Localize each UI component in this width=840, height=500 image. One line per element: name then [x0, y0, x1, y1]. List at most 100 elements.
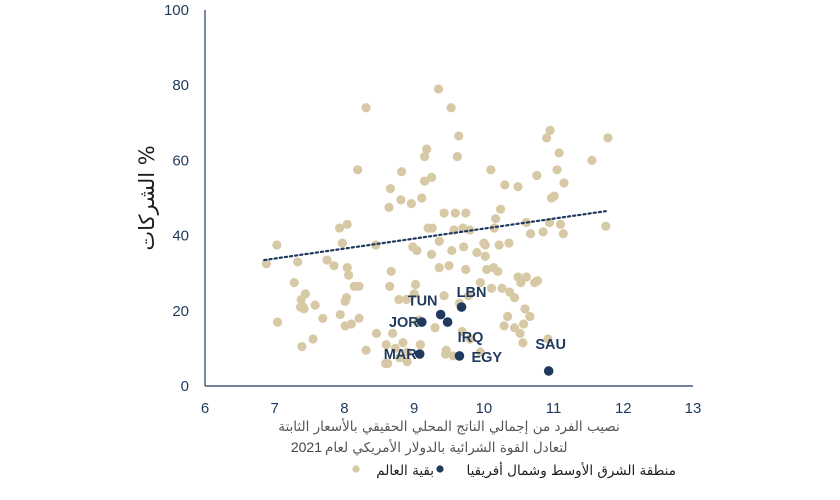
y-tick-label: 60	[172, 152, 189, 169]
rest-of-world-point	[538, 227, 548, 237]
rest-of-world-point	[441, 345, 451, 355]
rest-of-world-point	[415, 340, 426, 350]
rest-of-world-point	[475, 278, 485, 288]
rest-of-world-point	[344, 270, 354, 280]
rest-of-world-point	[381, 340, 391, 350]
rest-of-world-point	[308, 334, 318, 344]
rest-of-world-point	[386, 266, 396, 276]
mena-point-mar	[414, 349, 425, 359]
rest-of-world-point	[491, 214, 501, 224]
rest-of-world-point	[454, 131, 464, 141]
rest-of-world-point	[396, 195, 406, 205]
rest-of-world-point	[402, 356, 412, 367]
legend-label-rest: بقية العالم	[376, 463, 434, 479]
mena-label-lbn: LBN	[457, 285, 487, 301]
rest-of-world-point	[335, 309, 345, 320]
rest-of-world-point	[554, 148, 564, 158]
mena-point-irq	[442, 317, 453, 327]
rest-of-world-point	[406, 199, 416, 209]
mena-point-egy	[454, 351, 465, 361]
mena-label-sau: SAU	[535, 337, 566, 353]
rest-of-world-point	[385, 281, 395, 291]
rest-of-world-point	[525, 229, 536, 239]
x-axis-label-line2-text: لتعادل القوة الشرائية بالدولار الأمريكي …	[325, 439, 568, 456]
rest-of-world-point	[422, 144, 432, 154]
rest-of-world-point	[494, 240, 504, 250]
rest-of-world-point	[434, 236, 444, 246]
rest-of-world-point	[518, 319, 529, 329]
rest-of-world-point	[447, 246, 457, 256]
rest-of-world-point	[417, 193, 427, 203]
rest-of-world-point	[472, 247, 482, 258]
rest-of-world-point	[401, 294, 412, 305]
x-tick-label: 6	[201, 400, 209, 417]
rest-of-world-point	[394, 294, 404, 305]
rest-of-world-point	[272, 240, 282, 250]
rest-of-world-point	[486, 165, 496, 175]
rest-of-world-point	[549, 191, 559, 201]
rest-of-world-point	[459, 242, 469, 252]
rest-of-world-point	[272, 317, 283, 327]
rest-of-world-point	[457, 326, 467, 337]
x-tick-labels: 6 7 8 9 10 11 12 13	[201, 400, 702, 417]
rest-of-world-point	[353, 165, 363, 175]
rest-of-world-point	[532, 276, 543, 286]
rest-of-world-point	[346, 319, 356, 329]
rest-of-world-point	[509, 323, 520, 333]
rest-of-world-point	[504, 238, 514, 248]
mena-point-labels: TUN LBN JOR IRQ MAR EGY SAU	[384, 285, 566, 366]
mena-point-tun	[435, 309, 446, 320]
mena-point-sau	[543, 366, 554, 376]
rest-of-world-point	[396, 167, 407, 177]
rest-of-world-point	[385, 184, 396, 194]
rest-of-world-point	[486, 283, 497, 293]
rest-of-world-point	[434, 262, 444, 273]
y-axis-label: % الشركات	[135, 145, 159, 250]
rest-of-world-point	[463, 291, 474, 301]
rest-of-world-point	[342, 219, 352, 229]
rest-of-world-point	[450, 208, 460, 218]
rest-of-world-point	[398, 338, 408, 348]
rest-of-world-point	[558, 229, 568, 239]
rest-of-world-point	[520, 304, 530, 314]
rest-of-world-point	[439, 291, 449, 301]
rest-of-world-point	[383, 358, 393, 369]
mena-point-lbn	[456, 302, 467, 312]
rest-of-world-point	[426, 249, 437, 259]
legend-marker-rest	[352, 465, 360, 473]
mena-label-jor: JOR	[389, 315, 419, 331]
x-axis-label-line2: 2021 لتعادل القوة الشرائية بالدولار الأم…	[291, 439, 568, 456]
rest-of-world-point	[532, 170, 542, 181]
y-tick-labels: 0 20 40 60 80 100	[164, 2, 189, 395]
rest-of-world-point	[300, 289, 310, 299]
rest-of-world-point	[410, 279, 421, 290]
rest-of-world-point	[587, 155, 597, 165]
rest-of-world-point	[430, 323, 440, 333]
rest-of-world-point	[293, 257, 303, 267]
y-tick-label: 40	[172, 228, 189, 245]
rest-of-world-point	[354, 313, 364, 323]
x-axis-label-line1: نصيب الفرد من إجمالي الناتج المحلي الحقي…	[278, 418, 620, 435]
rest-of-world-point	[341, 293, 352, 303]
rest-of-world-point	[502, 311, 513, 322]
rest-of-world-point	[426, 172, 437, 182]
rest-of-world-point	[354, 281, 364, 291]
x-tick-label: 9	[410, 400, 418, 417]
rest-of-world-point	[603, 133, 613, 143]
x-tick-label: 12	[615, 400, 632, 417]
rest-of-world-point	[334, 223, 345, 233]
rest-of-world-point	[480, 251, 490, 261]
mena-label-tun: TUN	[408, 294, 438, 310]
mena-label-irq: IRQ	[458, 330, 484, 346]
rest-of-world-point	[342, 262, 352, 273]
x-tick-label: 8	[340, 400, 348, 417]
rest-of-world-point	[552, 165, 562, 175]
mena-label-mar: MAR	[384, 347, 418, 363]
rest-of-world-point	[384, 202, 394, 212]
x-tick-label: 10	[476, 400, 493, 417]
mena-point-jor	[417, 317, 427, 327]
mena-label-egy: EGY	[471, 350, 502, 366]
rest-of-world-point	[318, 313, 328, 323]
y-tick-label: 0	[181, 378, 189, 395]
legend-marker-mena	[436, 465, 444, 473]
